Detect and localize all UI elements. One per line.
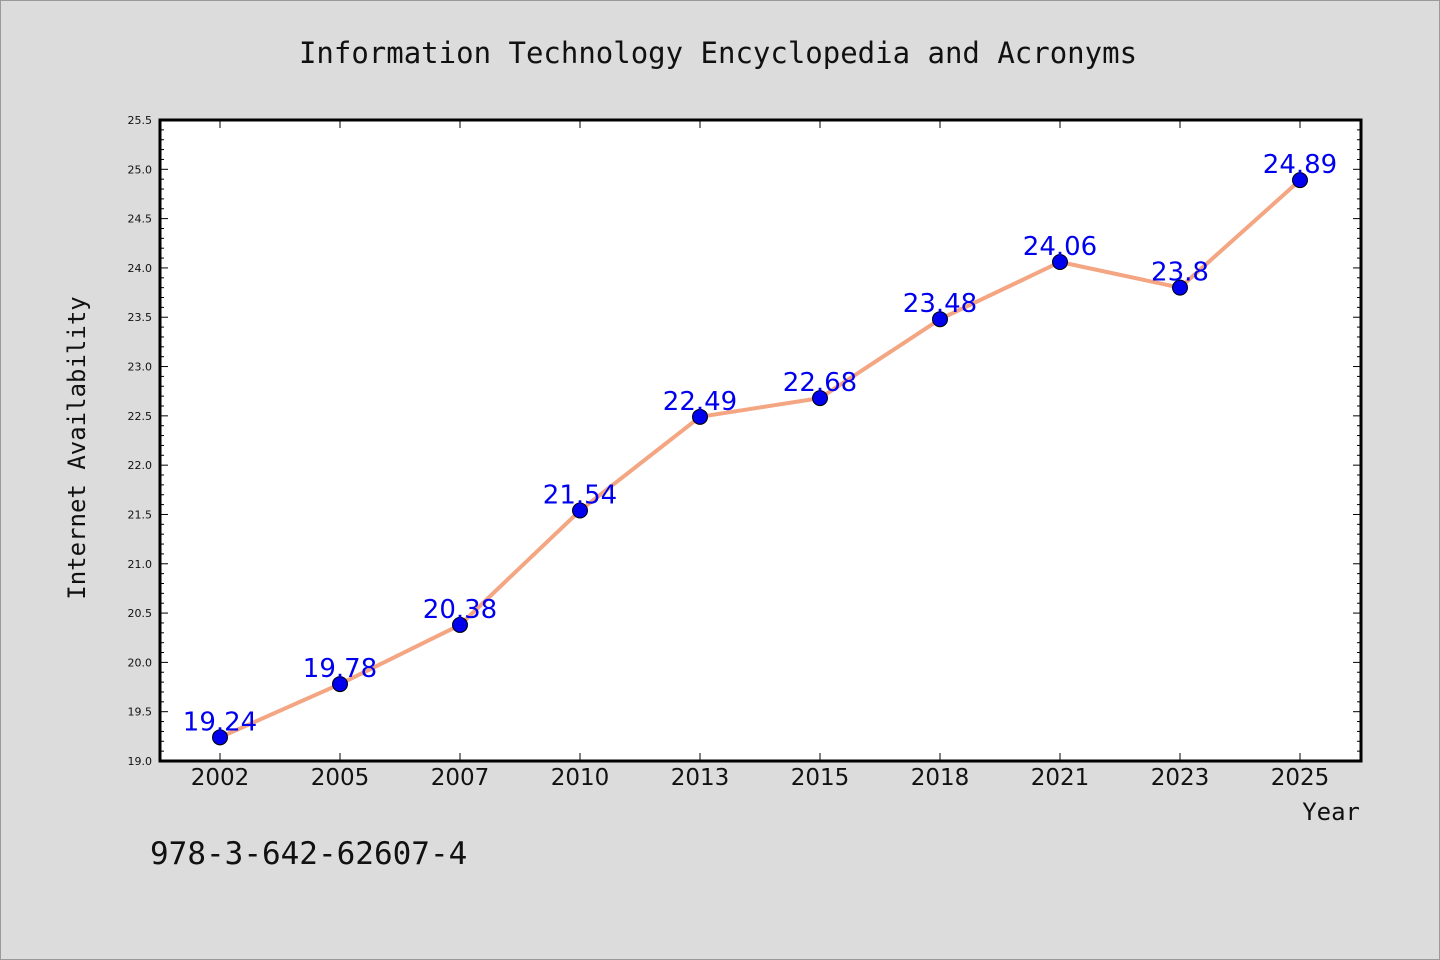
- data-point: [1052, 254, 1068, 271]
- y-tick-label: 25.5: [128, 114, 153, 127]
- y-tick-label: 23.5: [128, 311, 153, 324]
- data-point: [1172, 279, 1188, 296]
- y-tick-label: 22.5: [128, 410, 153, 423]
- data-label: 19.24: [183, 707, 257, 737]
- isbn-annotation: 978-3-642-62607-4: [150, 836, 467, 872]
- series-line: [218, 178, 1302, 740]
- y-tick-label: 20.5: [128, 607, 153, 620]
- y-tick-label: 23.0: [128, 361, 153, 374]
- data-point: [212, 729, 228, 746]
- y-tick-label: 20.0: [128, 656, 153, 669]
- data-point: [932, 311, 948, 328]
- data-label: 22.49: [663, 387, 737, 417]
- data-label: 22.68: [783, 368, 857, 398]
- y-tick-label: 19.5: [128, 706, 153, 719]
- data-label: 21.54: [543, 481, 617, 511]
- x-axis-label: Year: [1302, 798, 1360, 826]
- plot-area: [158, 118, 1363, 763]
- x-tick-label: 2021: [1031, 765, 1090, 791]
- y-tick-label: 24.5: [128, 213, 153, 226]
- y-tick-label: 21.5: [128, 508, 153, 521]
- y-tick-label: 24.0: [128, 262, 153, 275]
- data-label: 24.06: [1023, 232, 1097, 262]
- data-point: [332, 676, 348, 693]
- y-tick-label: 19.0: [128, 755, 153, 768]
- data-point: [572, 502, 588, 519]
- y-axis-label: Internet Availability: [63, 296, 91, 599]
- chart-title: Information Technology Encyclopedia and …: [299, 36, 1137, 70]
- data-label: 19.78: [303, 654, 377, 684]
- x-tick-label: 2010: [551, 765, 610, 791]
- data-label: 20.38: [423, 595, 497, 625]
- series-markers: [212, 172, 1308, 746]
- y-tick-label: 25.0: [128, 163, 153, 176]
- y-tick-label: 21.0: [128, 558, 153, 571]
- data-labels: 19.24 19.78 20.38 21.54 22.49 22.68 23.48 24.06…: [183, 150, 1337, 737]
- data-label: 24.89: [1263, 150, 1337, 180]
- y-axis: 19.0 19.5 20.0 20.5 21.0 21.5 22.0 22.5 23.0 23.5…: [128, 114, 1361, 768]
- data-label: 23.48: [903, 289, 977, 319]
- x-tick-label: 2013: [671, 765, 730, 791]
- x-tick-label: 2007: [431, 765, 490, 791]
- x-tick-label: 2005: [311, 765, 370, 791]
- x-axis: 2002 2005 2007 2010 2013 2015 2018 2021 2023 2025: [191, 120, 1330, 791]
- x-tick-label: 2023: [1151, 765, 1210, 791]
- x-tick-label: 2025: [1271, 765, 1330, 791]
- data-label: 23.8: [1151, 258, 1209, 288]
- x-tick-label: 2002: [191, 765, 250, 791]
- data-point: [692, 408, 708, 425]
- x-tick-label: 2015: [791, 765, 850, 791]
- x-tick-label: 2018: [911, 765, 970, 791]
- data-point: [812, 390, 828, 407]
- data-point: [452, 616, 468, 633]
- y-tick-label: 22.0: [128, 459, 153, 472]
- data-point: [1292, 172, 1308, 189]
